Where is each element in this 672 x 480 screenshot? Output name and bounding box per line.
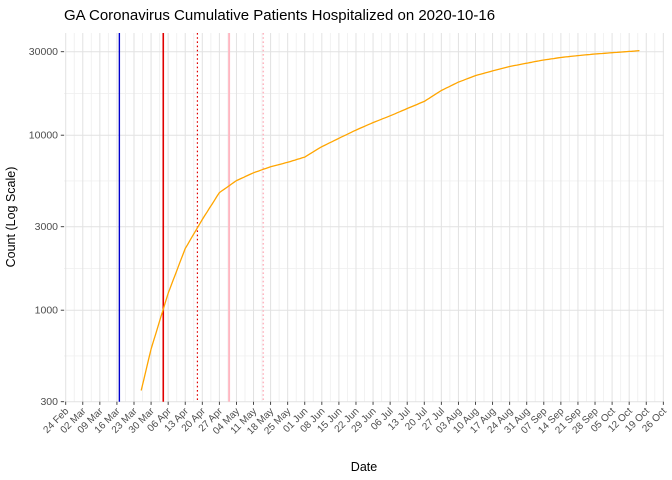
x-axis-title: Date	[351, 460, 377, 474]
gridlines-minor	[64, 33, 664, 402]
y-tick-labels: 300 1000 3000 10000 30000	[29, 46, 58, 408]
y-tick-label: 30000	[29, 46, 58, 58]
gridlines-major	[64, 33, 664, 403]
y-tick-label: 1000	[35, 305, 59, 317]
series-line	[140, 50, 640, 391]
y-tick-label: 10000	[29, 130, 58, 142]
series-hospitalized	[140, 50, 640, 391]
axis-ticks	[60, 51, 664, 405]
event-vlines	[118, 33, 265, 402]
y-tick-label: 3000	[35, 221, 59, 233]
y-axis-title: Count (Log Scale)	[4, 167, 18, 268]
chart-title: GA Coronavirus Cumulative Patients Hospi…	[64, 7, 495, 24]
y-tick-label: 300	[40, 396, 58, 408]
